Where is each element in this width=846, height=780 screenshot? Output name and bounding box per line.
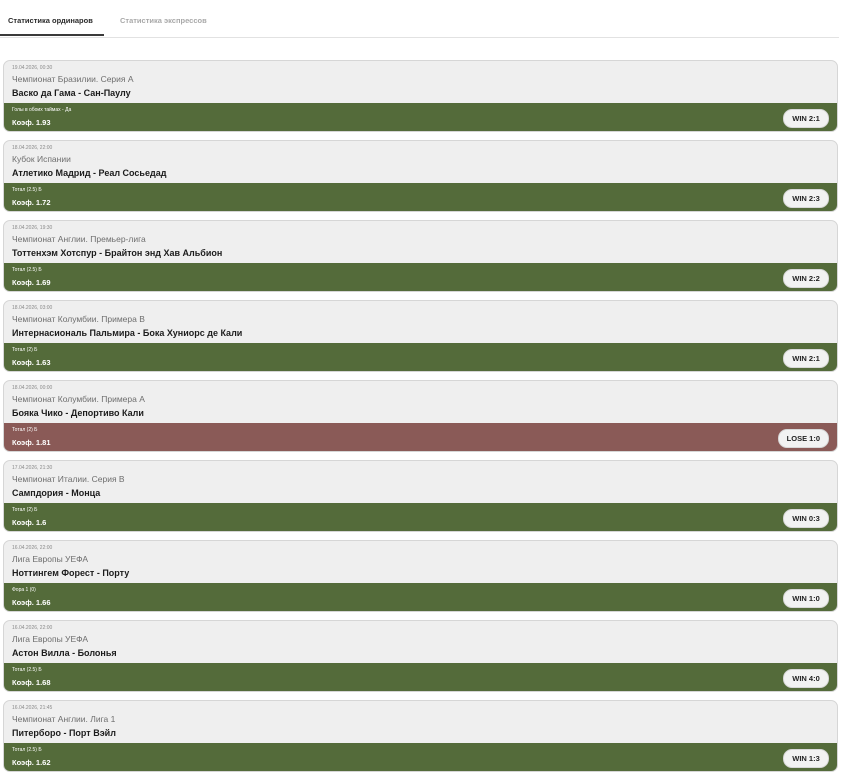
bet-coefficient: Коэф. 1.81 (12, 438, 51, 447)
match-datetime: 17.04.2026, 21:30 (12, 465, 53, 471)
bet-coefficient: Коэф. 1.68 (12, 678, 51, 687)
bet-type: Фора 1 (0) (12, 587, 36, 593)
bet-result-bar: Голы в обоих таймах - Да Коэф. 1.93 WIN … (4, 103, 837, 131)
match-teams: Атлетико Мадрид - Реал Сосьедад (12, 168, 167, 178)
league-name: Чемпионат Колумбии. Примера B (12, 314, 145, 324)
stats-tabs: Статистика ординаров Статистика экспресс… (0, 0, 839, 38)
result-badge: WIN 2:1 (783, 349, 829, 368)
match-datetime: 18.04.2026, 22:00 (12, 145, 53, 151)
bet-card-header: 18.04.2026, 03:00 Чемпионат Колумбии. Пр… (4, 301, 837, 343)
match-teams: Астон Вилла - Болонья (12, 648, 117, 658)
bet-coefficient: Коэф. 1.93 (12, 118, 51, 127)
tab-express-stats[interactable]: Статистика экспрессов (120, 16, 207, 25)
match-datetime: 16.04.2026, 21:45 (12, 705, 53, 711)
match-datetime: 16.04.2026, 22:00 (12, 545, 53, 551)
bet-card[interactable]: 16.04.2026, 22:00 Лига Европы УЕФА Нотти… (3, 540, 838, 612)
bet-card-header: 17.04.2026, 21:30 Чемпионат Италии. Сери… (4, 461, 837, 503)
bet-card[interactable]: 19.04.2026, 00:30 Чемпионат Бразилии. Се… (3, 60, 838, 132)
bet-card[interactable]: 17.04.2026, 21:30 Чемпионат Италии. Сери… (3, 460, 838, 532)
result-badge: WIN 0:3 (783, 509, 829, 528)
bet-history-list: 19.04.2026, 00:30 Чемпионат Бразилии. Се… (3, 60, 838, 780)
bet-coefficient: Коэф. 1.69 (12, 278, 51, 287)
bet-card[interactable]: 16.04.2026, 21:45 Чемпионат Англии. Лига… (3, 700, 838, 772)
result-badge: WIN 2:3 (783, 189, 829, 208)
bet-card-header: 18.04.2026, 19:30 Чемпионат Англии. Прем… (4, 221, 837, 263)
bet-card-header: 16.04.2026, 21:45 Чемпионат Англии. Лига… (4, 701, 837, 743)
bet-type: Тотал (2) Б (12, 427, 38, 433)
result-badge: WIN 1:0 (783, 589, 829, 608)
match-datetime: 19.04.2026, 00:30 (12, 65, 53, 71)
match-datetime: 18.04.2026, 19:30 (12, 225, 53, 231)
league-name: Лига Европы УЕФА (12, 554, 89, 564)
league-name: Чемпионат Колумбии. Примера A (12, 394, 145, 404)
result-badge: WIN 2:2 (783, 269, 829, 288)
match-teams: Интернасиональ Пальмира - Бока Хуниорс д… (12, 328, 243, 338)
result-badge: WIN 2:1 (783, 109, 829, 128)
bet-coefficient: Коэф. 1.66 (12, 598, 51, 607)
bet-type: Тотал (2.5) Б (12, 187, 42, 193)
match-teams: Питерборо - Порт Вэйл (12, 728, 116, 738)
bet-result-bar: Тотал (2.5) Б Коэф. 1.62 WIN 1:3 (4, 743, 837, 771)
bet-result-bar: Тотал (2) Б Коэф. 1.6 WIN 0:3 (4, 503, 837, 531)
bet-card[interactable]: 18.04.2026, 00:00 Чемпионат Колумбии. Пр… (3, 380, 838, 452)
bet-card[interactable]: 16.04.2026, 22:00 Лига Европы УЕФА Астон… (3, 620, 838, 692)
bet-type: Тотал (2.5) Б (12, 267, 42, 273)
bet-card[interactable]: 18.04.2026, 03:00 Чемпионат Колумбии. Пр… (3, 300, 838, 372)
bet-type: Тотал (2) Б (12, 347, 38, 353)
bet-coefficient: Коэф. 1.62 (12, 758, 51, 767)
bet-coefficient: Коэф. 1.72 (12, 198, 51, 207)
match-teams: Ноттингем Форест - Порту (12, 568, 130, 578)
bet-result-bar: Фора 1 (0) Коэф. 1.66 WIN 1:0 (4, 583, 837, 611)
bet-card-header: 19.04.2026, 00:30 Чемпионат Бразилии. Се… (4, 61, 837, 103)
league-name: Чемпионат Англии. Лига 1 (12, 714, 116, 724)
league-name: Кубок Испании (12, 154, 71, 164)
bet-coefficient: Коэф. 1.6 (12, 518, 47, 527)
bet-type: Тотал (2.5) Б (12, 747, 42, 753)
match-teams: Бояка Чико - Депортиво Кали (12, 408, 144, 418)
match-teams: Васко да Гама - Сан-Паулу (12, 88, 131, 98)
league-name: Чемпионат Бразилии. Серия А (12, 74, 134, 84)
bet-card-header: 18.04.2026, 00:00 Чемпионат Колумбии. Пр… (4, 381, 837, 423)
bet-card[interactable]: 18.04.2026, 22:00 Кубок Испании Атлетико… (3, 140, 838, 212)
bet-card-header: 16.04.2026, 22:00 Лига Европы УЕФА Астон… (4, 621, 837, 663)
active-tab-indicator (0, 34, 104, 36)
bet-result-bar: Тотал (2.5) Б Коэф. 1.68 WIN 4:0 (4, 663, 837, 691)
tab-singles-stats[interactable]: Статистика ординаров (8, 16, 93, 25)
match-teams: Тоттенхэм Хотспур - Брайтон энд Хав Альб… (12, 248, 223, 258)
bet-result-bar: Тотал (2) Б Коэф. 1.81 LOSE 1:0 (4, 423, 837, 451)
bet-coefficient: Коэф. 1.63 (12, 358, 51, 367)
bet-type: Голы в обоих таймах - Да (12, 107, 72, 113)
match-datetime: 18.04.2026, 03:00 (12, 305, 53, 311)
match-teams: Сампдория - Монца (12, 488, 101, 498)
bet-result-bar: Тотал (2.5) Б Коэф. 1.72 WIN 2:3 (4, 183, 837, 211)
league-name: Чемпионат Италии. Серия B (12, 474, 125, 484)
bet-card-header: 16.04.2026, 22:00 Лига Европы УЕФА Нотти… (4, 541, 837, 583)
match-datetime: 16.04.2026, 22:00 (12, 625, 53, 631)
result-badge: LOSE 1:0 (777, 429, 829, 448)
bet-result-bar: Тотал (2.5) Б Коэф. 1.69 WIN 2:2 (4, 263, 837, 291)
bet-card-header: 18.04.2026, 22:00 Кубок Испании Атлетико… (4, 141, 837, 183)
bet-card[interactable]: 18.04.2026, 19:30 Чемпионат Англии. Прем… (3, 220, 838, 292)
match-datetime: 18.04.2026, 00:00 (12, 385, 53, 391)
bet-result-bar: Тотал (2) Б Коэф. 1.63 WIN 2:1 (4, 343, 837, 371)
bet-type: Тотал (2) Б (12, 507, 38, 513)
result-badge: WIN 4:0 (783, 669, 829, 688)
league-name: Чемпионат Англии. Премьер-лига (12, 234, 146, 244)
result-badge: WIN 1:3 (783, 749, 829, 768)
bet-type: Тотал (2.5) Б (12, 667, 42, 673)
league-name: Лига Европы УЕФА (12, 634, 89, 644)
